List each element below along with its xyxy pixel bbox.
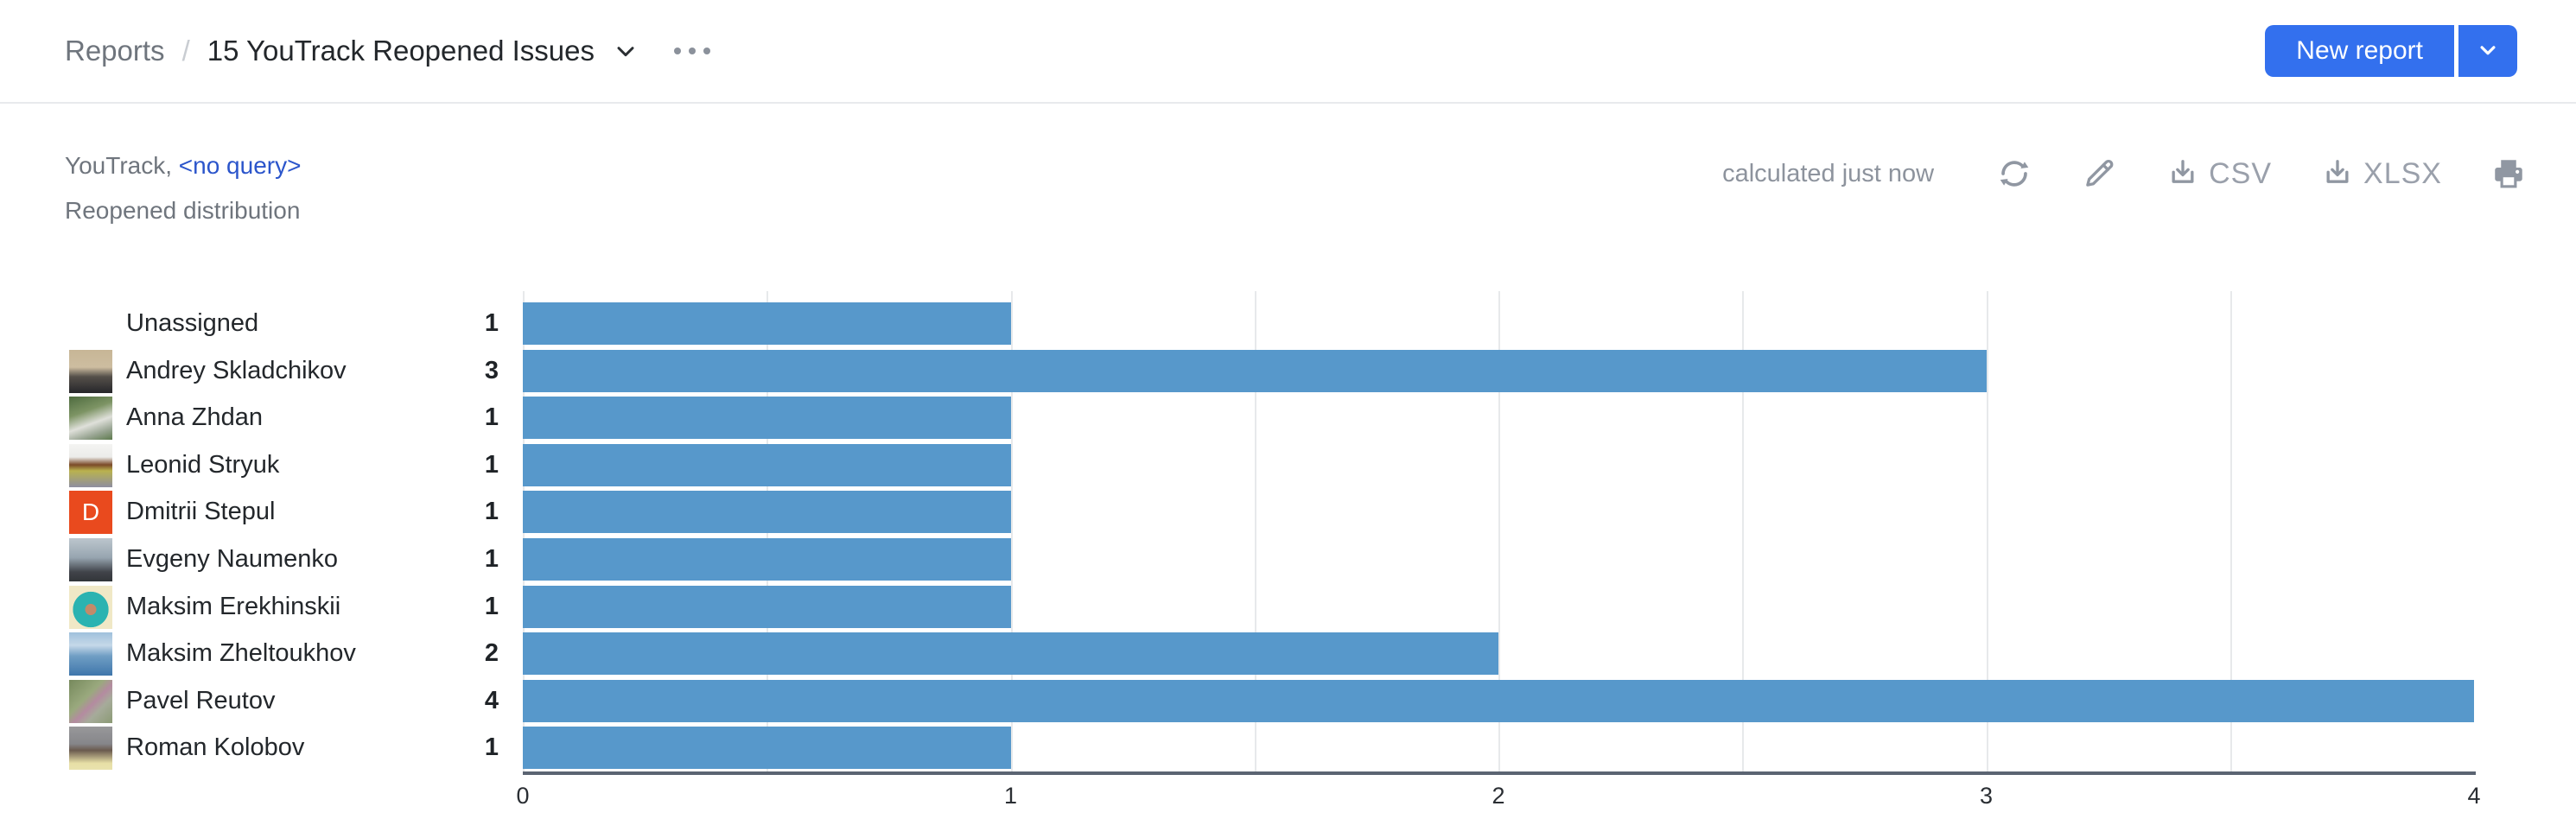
chart-row-label: Roman Kolobov 1 <box>0 727 518 771</box>
report-toolbar: calculated just now <box>1722 156 2527 192</box>
distribution-bar[interactable] <box>523 302 1011 345</box>
header-actions: New report <box>2265 25 2517 77</box>
pencil-icon <box>2081 156 2117 192</box>
breadcrumb-reports-link[interactable]: Reports <box>65 35 165 67</box>
avatar <box>69 349 112 393</box>
distribution-bar[interactable] <box>523 585 1011 628</box>
gridline <box>1498 291 1500 775</box>
issue-count: 1 <box>484 498 499 526</box>
distribution-bar[interactable] <box>523 679 2474 722</box>
edit-report-button[interactable] <box>2081 156 2117 192</box>
assignee-name: Maksim Zheltoukhov <box>126 639 356 668</box>
distribution-bar[interactable] <box>523 443 1011 486</box>
report-meta: YouTrack, <no query> Reopened distributi… <box>0 105 2576 226</box>
distribution-bar[interactable] <box>523 491 1011 534</box>
gridline <box>2229 291 2232 775</box>
report-context-prefix: YouTrack, <box>65 152 172 179</box>
new-report-dropdown-button[interactable] <box>2458 25 2517 77</box>
issue-count: 4 <box>484 686 499 714</box>
download-icon <box>2320 156 2355 191</box>
issue-count: 1 <box>484 309 499 337</box>
breadcrumb: Reports / 15 YouTrack Reopened Issues <box>65 35 716 67</box>
download-icon <box>2166 156 2200 191</box>
report-title-dropdown[interactable]: 15 YouTrack Reopened Issues <box>207 35 639 67</box>
assignee-name: Roman Kolobov <box>126 733 305 762</box>
avatar <box>69 632 112 676</box>
gridline <box>1010 291 1013 775</box>
chart-row-label: Maksim Erekhinskii 1 <box>0 585 518 629</box>
distribution-bar[interactable] <box>523 349 1987 392</box>
issue-count: 1 <box>484 545 499 573</box>
avatar <box>69 679 112 723</box>
distribution-bar[interactable] <box>523 632 1498 676</box>
issue-count: 1 <box>484 592 499 620</box>
x-axis-tick-label: 0 <box>516 783 530 809</box>
report-subtitle: Reopened distribution <box>65 197 301 224</box>
assignee-name: Andrey Skladchikov <box>126 356 347 384</box>
x-axis-tick-label: 1 <box>1003 783 1018 809</box>
assignee-name: Leonid Stryuk <box>126 450 280 479</box>
reopened-distribution-chart: Unassigned 1 Andrey Skladchikov 3 Anna Zhdan… <box>0 285 2576 838</box>
calculation-status: calculated just now <box>1722 159 1935 187</box>
chart-row-label: Maksim Zheltoukhov 2 <box>0 632 518 676</box>
distribution-bar[interactable] <box>523 727 1011 770</box>
new-report-button[interactable]: New report <box>2265 25 2454 77</box>
assignee-name: Dmitrii Stepul <box>126 498 276 526</box>
gridline <box>1986 291 1988 775</box>
chart-row-label: Evgeny Naumenko 1 <box>0 538 518 581</box>
chevron-down-icon <box>612 37 639 65</box>
x-axis-tick-label: 3 <box>1979 783 1994 809</box>
page-title: 15 YouTrack Reopened Issues <box>207 35 595 67</box>
issue-count: 1 <box>484 733 499 762</box>
export-xlsx-button[interactable]: XLSX <box>2320 156 2442 191</box>
page-header: Reports / 15 YouTrack Reopened Issues Ne… <box>0 0 2576 104</box>
chart-row-label: Pavel Reutov 4 <box>0 679 518 723</box>
chart-row-label: Anna Zhdan 1 <box>0 397 518 441</box>
avatar <box>69 397 112 441</box>
recalculate-button[interactable] <box>1996 156 2032 192</box>
chart-row-label: Unassigned 1 <box>0 302 518 345</box>
printer-icon <box>2490 156 2527 192</box>
breadcrumb-separator: / <box>181 35 190 67</box>
issue-count: 2 <box>484 639 499 668</box>
avatar <box>69 585 112 629</box>
report-context-line: YouTrack, <no query> <box>65 150 301 181</box>
chart-row-label: D Dmitrii Stepul 1 <box>0 491 518 535</box>
more-options-icon[interactable] <box>669 42 716 60</box>
gridline <box>1254 291 1256 775</box>
distribution-bar[interactable] <box>523 538 1011 581</box>
assignee-name: Unassigned <box>126 309 259 337</box>
chart-row-label: Andrey Skladchikov 3 <box>0 349 518 393</box>
refresh-icon <box>1996 156 2032 192</box>
print-button[interactable] <box>2490 156 2527 192</box>
csv-label: CSV <box>2209 156 2273 190</box>
chevron-down-icon <box>2475 37 2501 66</box>
issue-count: 3 <box>484 356 499 384</box>
distribution-bar[interactable] <box>523 397 1011 440</box>
letter-avatar: D <box>69 491 112 535</box>
assignee-name: Evgeny Naumenko <box>126 545 339 573</box>
x-axis-line <box>523 771 2476 775</box>
assignee-name: Pavel Reutov <box>126 686 276 714</box>
x-axis-tick-label: 4 <box>2467 783 2481 809</box>
assignee-name: Anna Zhdan <box>126 403 264 432</box>
issue-count: 1 <box>484 403 499 432</box>
issue-count: 1 <box>484 450 499 479</box>
assignee-name: Maksim Erekhinskii <box>126 592 341 620</box>
gridline <box>1742 291 1745 775</box>
x-axis-tick-label: 2 <box>1492 783 1505 809</box>
avatar <box>69 727 112 771</box>
avatar <box>69 538 112 581</box>
query-link[interactable]: <no query> <box>178 152 302 179</box>
chart-row-label: Leonid Stryuk 1 <box>0 443 518 487</box>
xlsx-label: XLSX <box>2363 156 2442 190</box>
export-csv-button[interactable]: CSV <box>2166 156 2272 191</box>
avatar <box>69 443 112 487</box>
